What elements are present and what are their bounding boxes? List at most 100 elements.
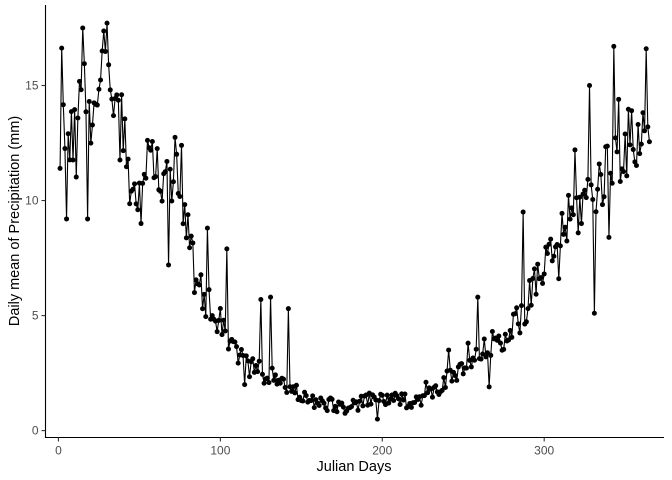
data-point <box>111 113 116 119</box>
data-point <box>222 328 228 334</box>
data-point <box>621 169 627 175</box>
data-point <box>217 306 223 311</box>
data-point <box>255 369 261 375</box>
data-point <box>575 230 581 236</box>
data-point <box>535 261 541 267</box>
data-point <box>397 401 403 407</box>
data-point <box>164 158 170 164</box>
data-point <box>357 398 363 404</box>
data-point <box>259 371 265 377</box>
x-axis-title: Julian Days <box>317 459 392 475</box>
data-point <box>101 28 107 34</box>
data-point <box>645 124 651 130</box>
data-point <box>316 402 322 408</box>
data-point <box>583 195 589 201</box>
data-point <box>73 174 79 180</box>
data-point <box>293 382 299 388</box>
data-point <box>179 142 185 148</box>
data-point <box>187 245 193 251</box>
data-point <box>624 173 630 179</box>
data-point <box>538 275 544 281</box>
x-tick-label: 0 <box>55 444 62 458</box>
data-point <box>540 280 546 286</box>
data-point <box>557 243 563 249</box>
data-point <box>89 122 95 128</box>
data-point <box>303 393 309 399</box>
data-point <box>433 383 439 389</box>
data-point <box>475 294 481 300</box>
x-ticks: 0 100 200 300 <box>55 437 555 458</box>
data-point <box>514 305 520 311</box>
data-point <box>154 146 160 152</box>
data-point <box>559 210 565 216</box>
data-point <box>598 172 604 178</box>
data-point <box>190 240 196 246</box>
x-tick-label: 300 <box>534 444 554 458</box>
data-point <box>191 290 197 296</box>
data-point <box>281 376 287 382</box>
data-point <box>429 394 435 400</box>
data-point <box>446 347 452 353</box>
data-point <box>216 317 222 323</box>
data-point <box>114 92 120 98</box>
data-point <box>391 398 397 404</box>
data-point <box>271 377 277 383</box>
data-point <box>541 271 547 277</box>
data-point <box>502 331 508 337</box>
data-point <box>133 201 139 207</box>
data-point <box>224 246 230 252</box>
data-point <box>501 346 507 352</box>
data-point <box>145 137 150 143</box>
data-point <box>65 131 71 137</box>
data-point <box>551 253 557 259</box>
data-point <box>627 142 633 148</box>
data-point <box>509 334 515 340</box>
data-point <box>250 356 256 362</box>
data-point <box>637 151 643 157</box>
data-point <box>630 147 636 153</box>
data-point <box>622 131 628 137</box>
data-point <box>646 139 652 145</box>
data-point <box>60 102 66 108</box>
data-point <box>349 404 355 410</box>
data-point <box>70 157 76 163</box>
data-point <box>523 319 529 325</box>
data-point <box>585 176 591 182</box>
data-point <box>578 221 584 227</box>
data-point <box>556 276 562 282</box>
data-point <box>569 205 575 211</box>
data-point <box>442 384 448 390</box>
data-point <box>519 303 525 309</box>
data-point <box>520 209 526 215</box>
y-tick-label: 5 <box>32 309 39 323</box>
data-point <box>609 180 615 186</box>
data-point <box>269 365 275 371</box>
data-point <box>225 346 231 352</box>
data-point <box>193 277 199 283</box>
data-point <box>242 382 248 388</box>
data-point <box>604 143 610 149</box>
data-point <box>468 364 474 370</box>
data-point <box>282 385 288 391</box>
data-point <box>185 212 191 218</box>
data-point <box>122 116 128 122</box>
series-layer <box>57 20 652 422</box>
data-point <box>483 354 489 360</box>
data-point <box>465 340 471 346</box>
data-point <box>285 306 291 312</box>
data-point <box>496 333 502 339</box>
data-point <box>582 187 588 193</box>
data-point <box>587 83 593 89</box>
data-point <box>386 400 392 406</box>
data-point <box>268 294 274 300</box>
data-point <box>132 181 138 187</box>
data-point <box>572 147 578 153</box>
data-point <box>595 186 601 192</box>
data-point <box>528 302 534 308</box>
data-point <box>629 108 635 114</box>
data-point <box>421 393 427 399</box>
data-point <box>138 221 144 227</box>
data-point <box>94 102 100 108</box>
